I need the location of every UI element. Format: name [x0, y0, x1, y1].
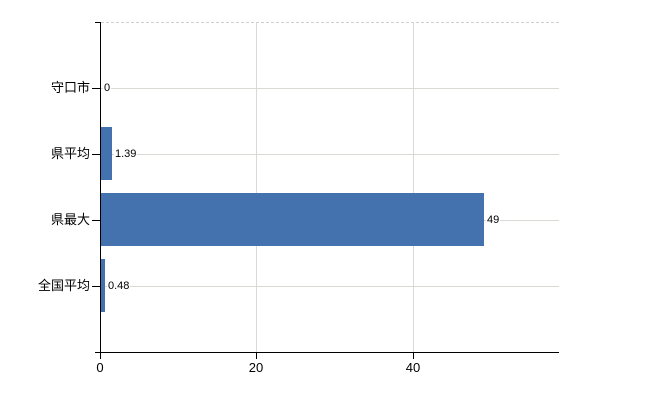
gridline-horizontal [101, 286, 559, 287]
bar-value-label: 0 [103, 80, 112, 96]
gridline-horizontal [101, 154, 559, 155]
bar [101, 193, 484, 246]
category-label: 全国平均 [37, 278, 90, 293]
x-tick [100, 353, 101, 359]
x-axis-line [95, 352, 559, 353]
category-label: 県平均 [50, 146, 90, 161]
category-label: 守口市 [50, 80, 90, 95]
gridline-vertical [413, 22, 414, 352]
gridline-horizontal [101, 88, 559, 89]
bar-value-label: 49 [486, 212, 501, 228]
x-tick-label: 20 [248, 360, 264, 375]
category-tick [92, 88, 100, 89]
bar-value-label: 1.39 [114, 146, 138, 162]
bar [101, 259, 105, 312]
category-tick [92, 286, 100, 287]
category-tick [92, 154, 100, 155]
y-axis-line [100, 22, 101, 353]
bar [101, 127, 112, 180]
bar-value-label: 0.48 [107, 278, 131, 294]
x-tick-label: 40 [405, 360, 421, 375]
plot-top-border [101, 22, 559, 23]
x-tick-label: 0 [96, 360, 104, 375]
x-tick [413, 353, 414, 359]
x-tick [256, 353, 257, 359]
category-tick [92, 220, 100, 221]
y-axis-top-tick [95, 22, 100, 23]
gridline-vertical [256, 22, 257, 352]
category-label: 県最大 [50, 212, 90, 227]
